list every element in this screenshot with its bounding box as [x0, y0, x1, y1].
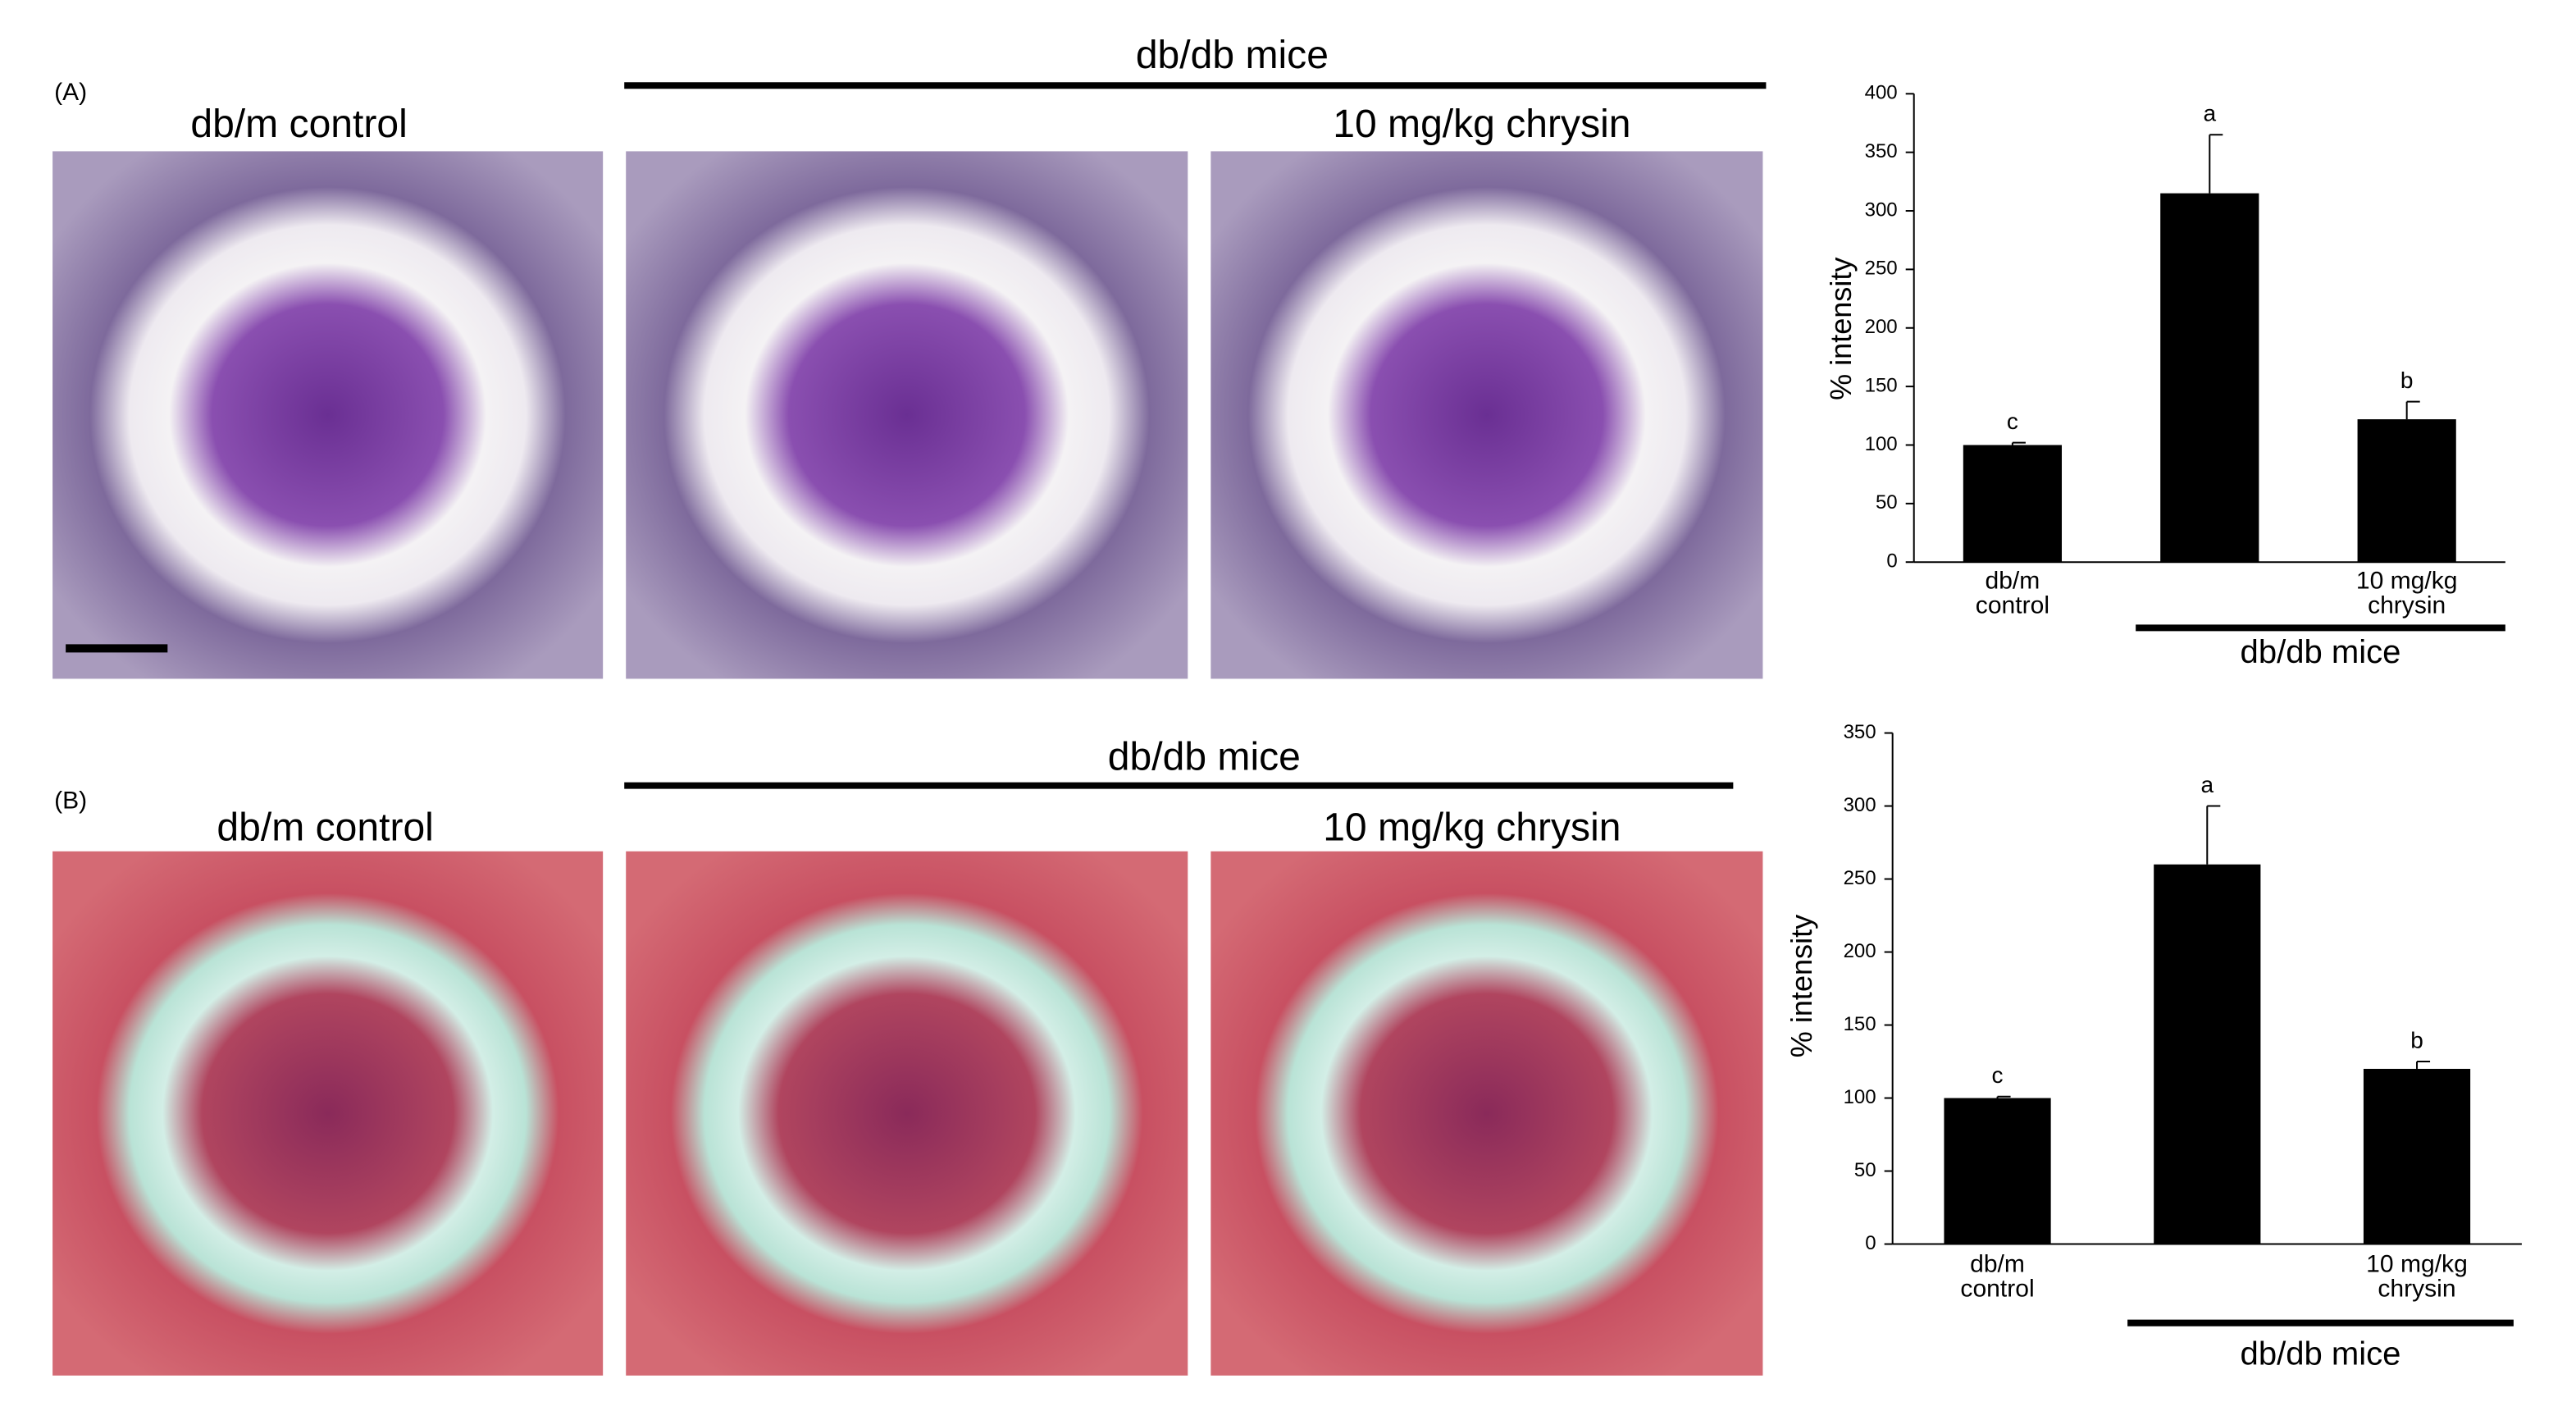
significance-label: a — [2203, 101, 2216, 126]
image-label: db/m control — [190, 102, 407, 146]
significance-label: c — [2007, 409, 2018, 434]
bar — [1963, 445, 2063, 563]
bar — [2363, 1068, 2471, 1244]
y-axis-label: % intensity — [1785, 915, 1818, 1057]
y-tick-label: 100 — [1865, 433, 1898, 455]
group-title: db/db mice — [1108, 734, 1301, 778]
y-tick-label: 200 — [1865, 316, 1898, 338]
significance-label: b — [2410, 1027, 2423, 1052]
y-tick-label: 300 — [1844, 794, 1876, 816]
x-tick-label-box: db/m control — [1975, 568, 2050, 620]
y-tick-label: 350 — [1865, 140, 1898, 162]
error-bar — [2011, 441, 2026, 445]
y-axis-label: % intensity — [1824, 258, 1858, 400]
micrograph — [1210, 151, 1763, 679]
y-tick-label: 100 — [1844, 1086, 1876, 1108]
significance-label: c — [1992, 1062, 2004, 1088]
image-label: db/m control — [217, 805, 433, 849]
x-tick-label: db/m control — [1975, 568, 2050, 620]
bar — [2160, 193, 2259, 563]
significance-label: b — [2400, 368, 2414, 393]
micrograph — [52, 851, 604, 1376]
y-tick-label: 150 — [1865, 374, 1898, 396]
y-tick-label: 150 — [1844, 1013, 1876, 1035]
y-tick-label: 300 — [1865, 199, 1898, 221]
panel-label: (B) — [54, 788, 87, 815]
micrograph — [1210, 851, 1763, 1376]
panel-label: (A) — [54, 79, 87, 106]
image-label: 10 mg/kg chrysin — [1323, 805, 1621, 849]
group-label: db/db mice — [2241, 634, 2401, 670]
micrograph — [626, 851, 1188, 1376]
scale-bar — [66, 644, 168, 653]
y-tick-label: 250 — [1865, 258, 1898, 280]
bar — [2154, 864, 2261, 1244]
image-label: 10 mg/kg chrysin — [1333, 102, 1630, 146]
error-bar — [2206, 805, 2221, 865]
y-tick-label: 50 — [1876, 491, 1898, 514]
bar — [2357, 419, 2456, 563]
micrographs — [52, 151, 1763, 1376]
x-tick-label: 10 mg/kg chrysin — [2366, 1252, 2468, 1304]
micrograph — [626, 151, 1188, 679]
group-title: db/db mice — [1136, 33, 1329, 77]
error-bar — [2209, 134, 2223, 194]
bar — [1944, 1098, 2051, 1244]
y-tick-label: 0 — [1886, 550, 1897, 573]
error-bar — [1996, 1095, 2011, 1098]
x-tick-label: 10 mg/kg chrysin — [2355, 568, 2458, 620]
y-tick-label: 0 — [1865, 1232, 1876, 1254]
significance-label: a — [2200, 772, 2214, 797]
x-tick-label-box: 10 mg/kg chrysin — [2366, 1252, 2468, 1304]
y-tick-label: 200 — [1844, 940, 1876, 962]
error-bar — [2416, 1061, 2431, 1069]
y-tick-label: 250 — [1844, 867, 1876, 889]
group-label: db/db mice — [2241, 1336, 2401, 1372]
y-tick-label: 50 — [1854, 1159, 1876, 1181]
x-tick-label: db/m control — [1960, 1252, 2035, 1304]
error-bar — [2405, 400, 2420, 420]
micrograph — [52, 151, 604, 679]
x-tick-label-box: 10 mg/kg chrysin — [2355, 568, 2458, 620]
x-tick-label-box: db/m control — [1960, 1252, 2035, 1304]
y-tick-label: 400 — [1865, 82, 1898, 104]
y-tick-label: 350 — [1844, 721, 1876, 743]
